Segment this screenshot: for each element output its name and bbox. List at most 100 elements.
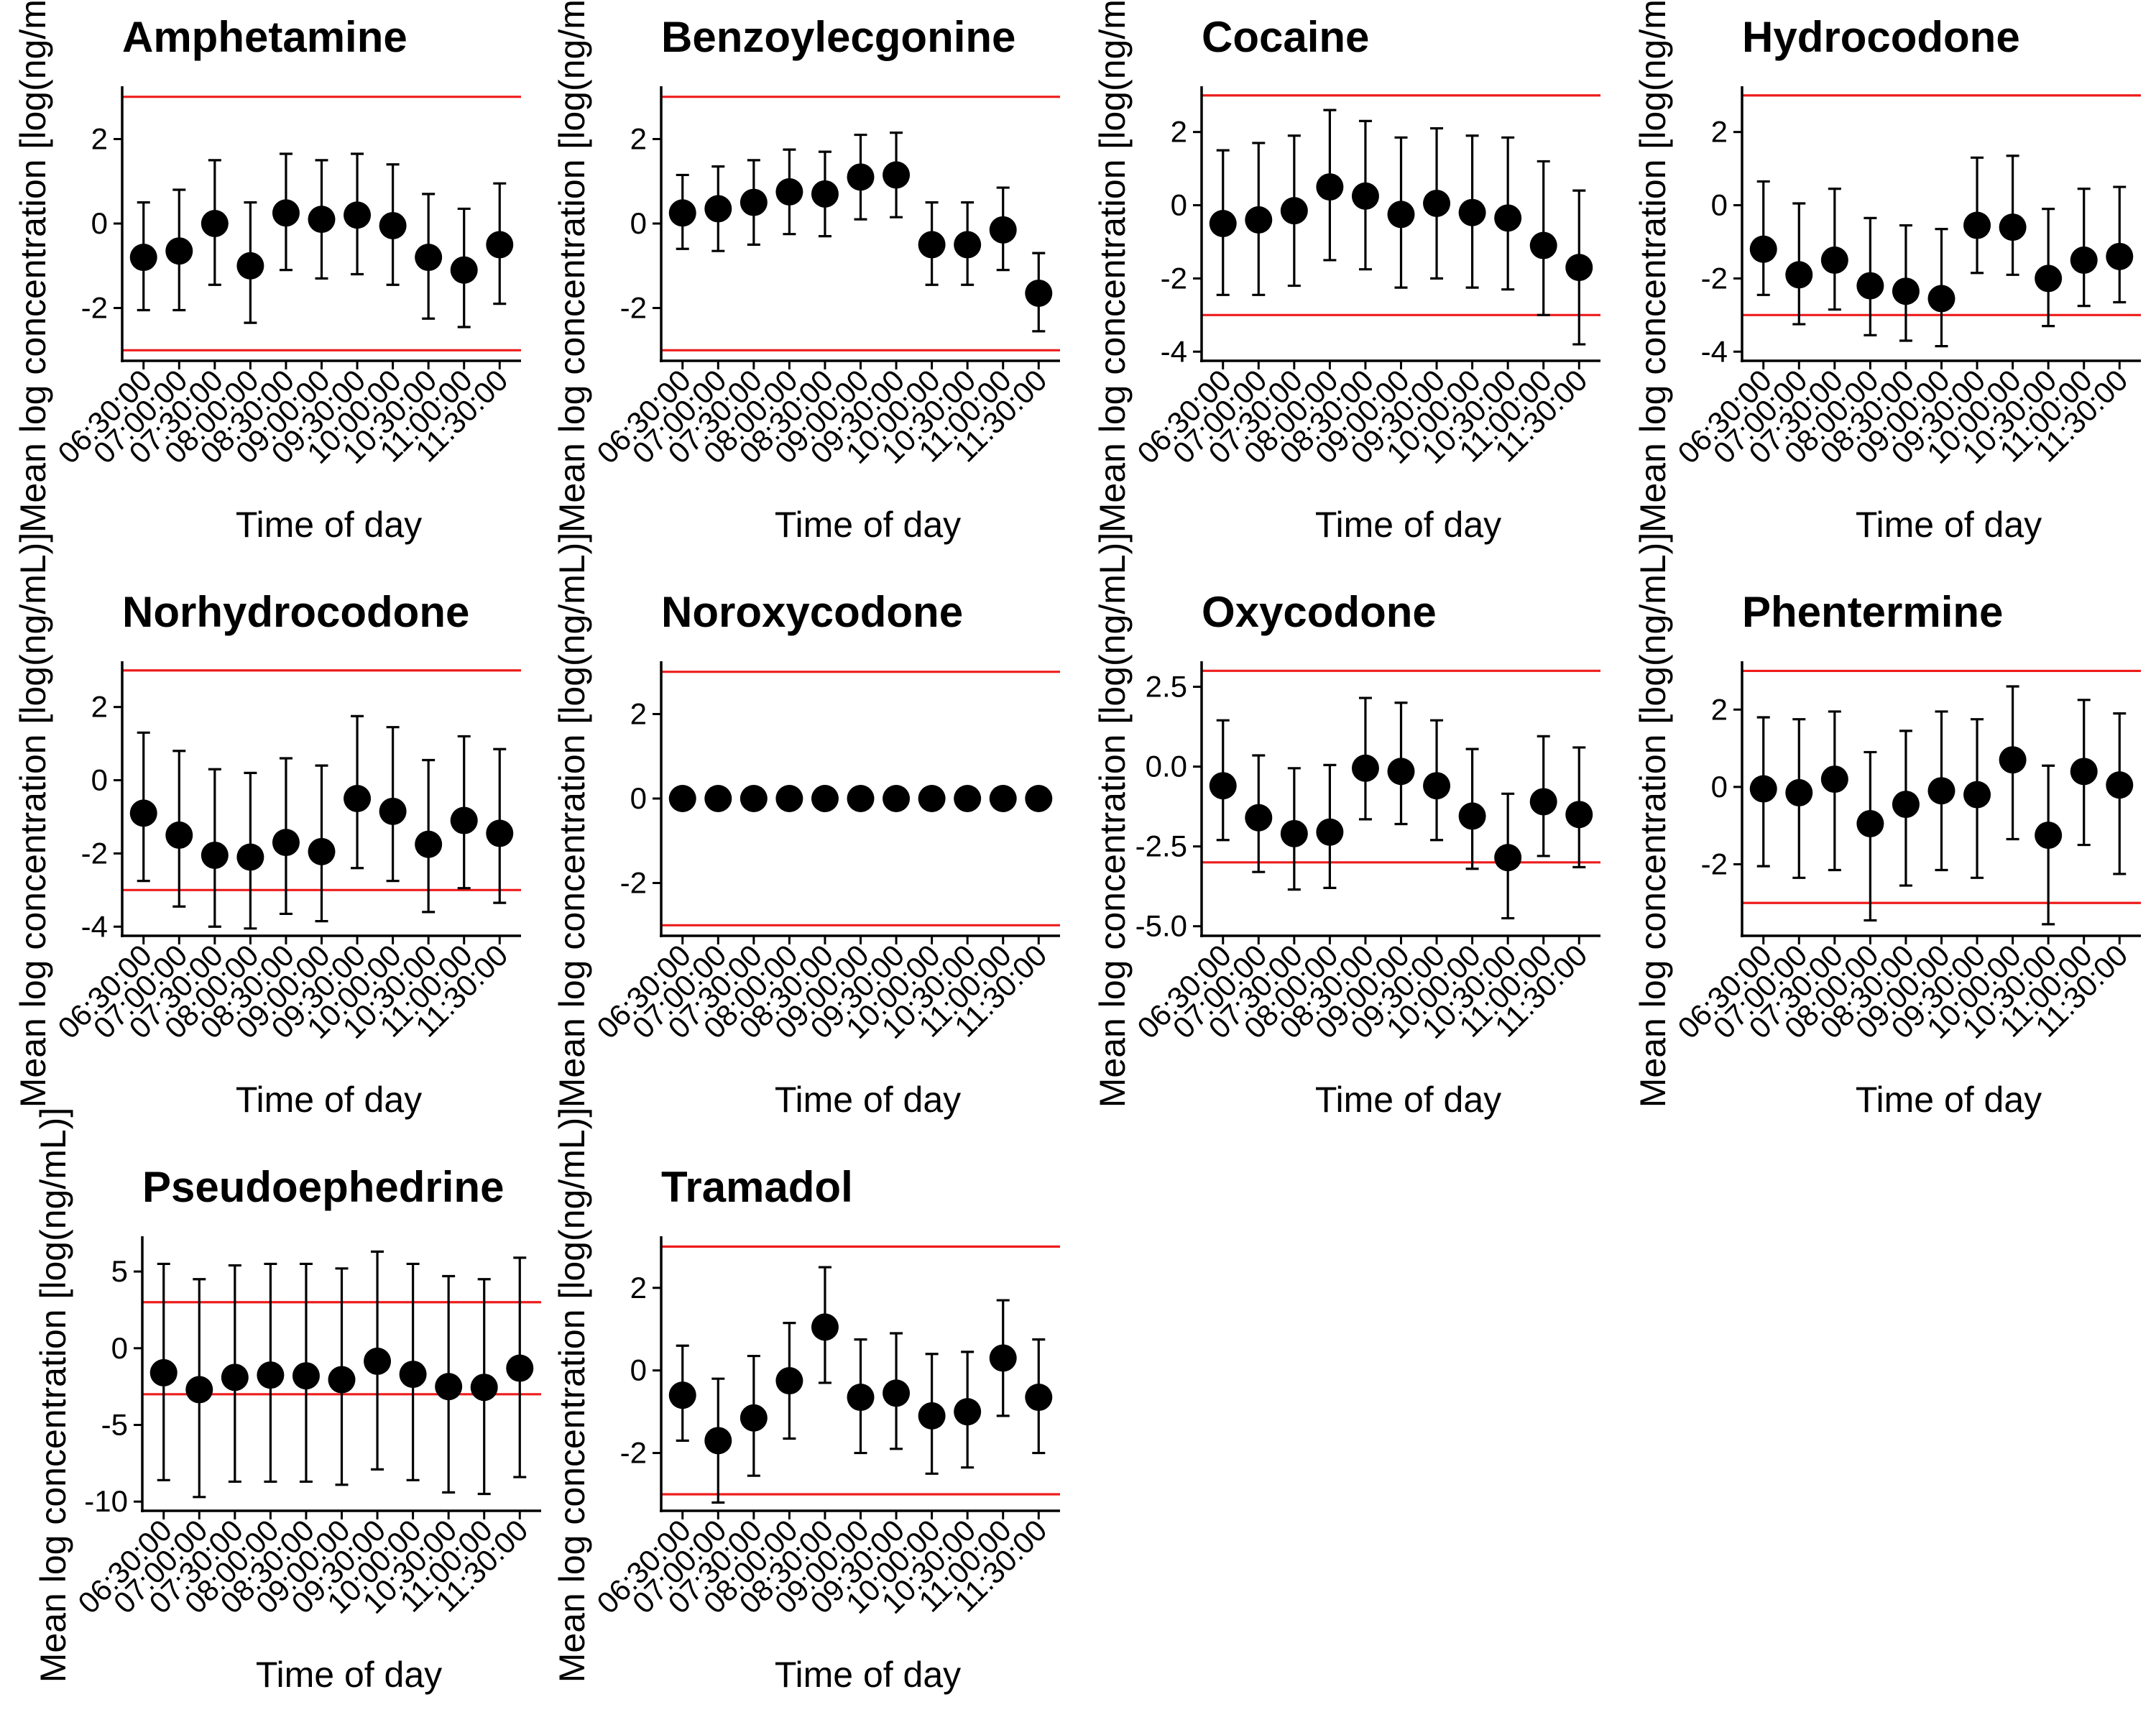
panel-title: Amphetamine xyxy=(122,13,407,61)
data-point xyxy=(1892,277,1920,305)
data-point xyxy=(1280,197,1308,225)
panel-title: Oxycodone xyxy=(1202,588,1437,636)
data-point xyxy=(883,785,911,812)
y-tick-label: -2 xyxy=(1701,261,1728,295)
data-point xyxy=(129,799,157,827)
y-tick-label: 2 xyxy=(1711,115,1728,149)
data-point xyxy=(236,843,264,871)
x-axis-title: Time of day xyxy=(1315,505,1501,545)
data-point xyxy=(1245,804,1273,832)
y-tick-label: -2 xyxy=(81,291,108,325)
panel-5: Noroxycodone-20206:30:0007:00:0007:30:00… xyxy=(552,533,1060,1120)
y-tick-label: 2.5 xyxy=(1146,670,1187,704)
data-point xyxy=(1565,254,1593,282)
data-point xyxy=(328,1366,356,1394)
panel-title: Cocaine xyxy=(1202,13,1369,61)
data-point xyxy=(450,806,478,834)
data-point xyxy=(989,785,1017,812)
data-point xyxy=(1351,182,1379,210)
data-point xyxy=(1458,802,1486,830)
y-tick-label: 0.0 xyxy=(1146,750,1187,783)
y-axis-title: Mean log concentration [log(ng/mL)] xyxy=(552,0,592,533)
y-tick-label: 2 xyxy=(91,690,108,724)
y-axis-title: Mean log concentration [log(ng/mL)] xyxy=(552,533,592,1108)
x-axis-title: Time of day xyxy=(775,1655,961,1695)
y-tick-label: -2 xyxy=(620,291,647,325)
y-tick-label: 2 xyxy=(630,696,647,730)
y-axis-title: Mean log concentration [log(ng/mL)] xyxy=(1092,533,1133,1108)
data-point xyxy=(2070,758,2098,786)
data-point xyxy=(1820,765,1848,794)
panel-title: Tramadol xyxy=(661,1163,853,1211)
data-point xyxy=(1316,173,1344,201)
panel-9: Tramadol-20206:30:0007:00:0007:30:0008:0… xyxy=(552,1108,1060,1695)
data-point xyxy=(1209,772,1237,800)
data-point xyxy=(257,1361,285,1389)
x-axis-title: Time of day xyxy=(236,505,422,545)
data-point xyxy=(1458,198,1486,226)
data-point xyxy=(221,1363,249,1392)
data-point xyxy=(272,829,300,857)
data-point xyxy=(1892,791,1920,819)
data-point xyxy=(1856,809,1884,837)
panel-title: Phentermine xyxy=(1742,588,2003,636)
data-point xyxy=(415,244,443,272)
y-tick-label: -4 xyxy=(1161,334,1187,368)
data-point xyxy=(1316,818,1344,846)
data-point xyxy=(201,841,229,869)
y-tick-label: 0 xyxy=(630,1353,647,1387)
data-point xyxy=(415,830,443,858)
y-tick-label: 0 xyxy=(630,206,647,240)
data-point xyxy=(1494,844,1522,872)
data-point xyxy=(1423,772,1451,800)
panel-1: Benzoylecgonine-20206:30:0007:00:0007:30… xyxy=(552,0,1060,545)
panel-title: Norhydrocodone xyxy=(122,588,469,636)
y-tick-label: -2 xyxy=(1701,847,1728,880)
y-tick-label: 0 xyxy=(1711,188,1728,222)
data-point xyxy=(1820,246,1848,274)
data-point xyxy=(847,1384,875,1412)
data-point xyxy=(1749,235,1777,263)
y-tick-label: -4 xyxy=(1701,334,1728,368)
data-point xyxy=(2106,242,2134,270)
data-point xyxy=(954,1398,982,1426)
data-point xyxy=(954,231,982,259)
data-point xyxy=(1529,231,1557,259)
y-tick-label: -2 xyxy=(1161,261,1187,295)
data-point xyxy=(1565,801,1593,829)
data-point xyxy=(1025,1384,1053,1412)
data-point xyxy=(1387,201,1415,229)
panel-3: Hydrocodone-4-20206:30:0007:00:0007:30:0… xyxy=(1633,0,2141,545)
data-point xyxy=(740,1404,768,1432)
data-point xyxy=(989,216,1017,244)
data-point xyxy=(2070,246,2098,274)
y-tick-label: 0 xyxy=(1171,188,1187,222)
data-point xyxy=(344,785,372,812)
y-axis-title: Mean log concentration [log(ng/mL)] xyxy=(1092,0,1133,533)
y-axis-title: Mean log concentration [log(ng/mL)] xyxy=(33,1108,73,1683)
data-point xyxy=(668,199,696,227)
y-tick-label: 0 xyxy=(1711,770,1728,804)
y-axis-title: Mean log concentration [log(ng/mL)] xyxy=(13,533,53,1108)
data-point xyxy=(2035,822,2063,850)
data-point xyxy=(364,1347,392,1375)
panel-8: Pseudoephedrine-10-50506:30:0007:00:0007… xyxy=(33,1108,541,1695)
x-axis-title: Time of day xyxy=(775,1080,961,1120)
data-point xyxy=(165,237,193,265)
data-point xyxy=(847,163,875,191)
data-point xyxy=(1387,758,1415,786)
panel-title: Pseudoephedrine xyxy=(142,1163,504,1211)
data-point xyxy=(1494,204,1522,232)
y-axis-title: Mean log concentration [log(ng/mL)] xyxy=(1633,0,1673,533)
data-point xyxy=(668,785,696,812)
panel-title: Noroxycodone xyxy=(661,588,963,636)
data-point xyxy=(954,785,982,812)
data-point xyxy=(379,797,407,825)
data-point xyxy=(989,1344,1017,1372)
data-point xyxy=(1785,778,1813,806)
data-point xyxy=(883,1379,911,1407)
y-tick-label: -2 xyxy=(620,866,647,900)
y-tick-label: 2 xyxy=(91,121,108,155)
x-axis-title: Time of day xyxy=(775,505,961,545)
y-tick-label: -5.0 xyxy=(1135,909,1187,943)
